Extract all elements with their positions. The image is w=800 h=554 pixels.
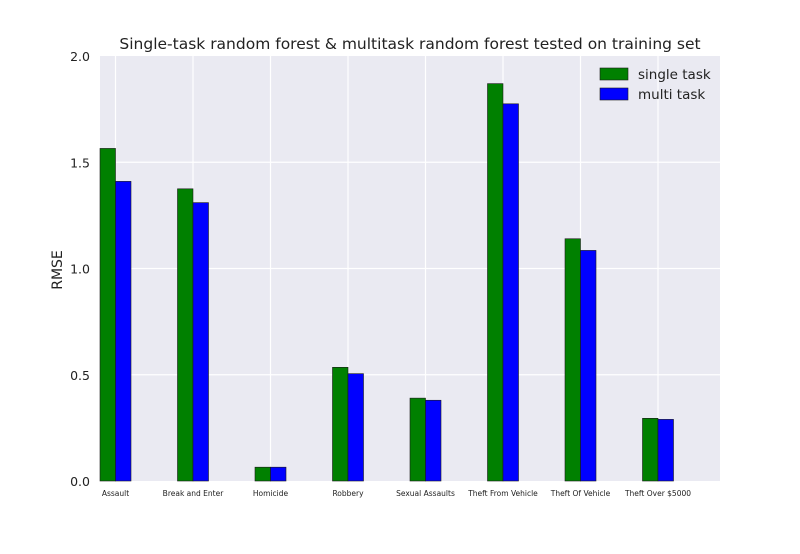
bar-multi-task: [270, 466, 287, 482]
y-axis-ticks: 0.0 0.5 1.0 1.5 2.0: [70, 49, 90, 489]
x-tick-label: Break and Enter: [163, 489, 225, 498]
y-tick-label: 0.5: [70, 368, 90, 383]
y-tick-label: 1.5: [70, 155, 90, 170]
legend-label-single-task: single task: [638, 67, 711, 83]
x-tick-label: Theft Of Vehicle: [550, 489, 611, 498]
bar-single-task: [487, 83, 504, 482]
y-tick-label: 0.0: [70, 474, 90, 489]
bars: [99, 83, 674, 482]
legend-swatch-multi-task: [599, 87, 629, 101]
bar-single-task: [332, 367, 349, 482]
chart-title: Single-task random forest & multitask ra…: [119, 35, 700, 53]
bar-single-task: [642, 418, 659, 482]
bar-single-task: [254, 466, 271, 482]
bar-single-task: [99, 148, 116, 482]
x-tick-label: Theft From Vehicle: [467, 489, 538, 498]
x-axis-ticks: Assault Break and Enter Homicide Robbery Sex…: [102, 489, 691, 498]
y-tick-label: 1.0: [70, 262, 90, 277]
bar-single-task: [409, 397, 426, 482]
bar-multi-task: [347, 373, 364, 482]
legend-label-multi-task: multi task: [638, 87, 705, 103]
bar-multi-task: [502, 103, 519, 482]
bar-single-task: [177, 188, 194, 482]
bar-multi-task: [657, 419, 674, 482]
x-tick-label: Sexual Assaults: [396, 489, 455, 498]
y-tick-label: 2.0: [70, 49, 90, 64]
x-tick-label: Assault: [102, 489, 129, 498]
bar-multi-task: [115, 181, 132, 482]
bar-multi-task: [425, 399, 442, 482]
bar-multi-task: [580, 250, 597, 482]
legend: single task multi task: [599, 67, 711, 103]
y-axis-label: RMSE: [50, 250, 66, 290]
bar-single-task: [564, 238, 581, 482]
x-tick-label: Robbery: [332, 489, 364, 498]
legend-swatch-single-task: [599, 67, 629, 81]
x-tick-label: Theft Over $5000: [624, 489, 691, 498]
bar-multi-task: [192, 202, 209, 482]
x-tick-label: Homicide: [253, 489, 289, 498]
